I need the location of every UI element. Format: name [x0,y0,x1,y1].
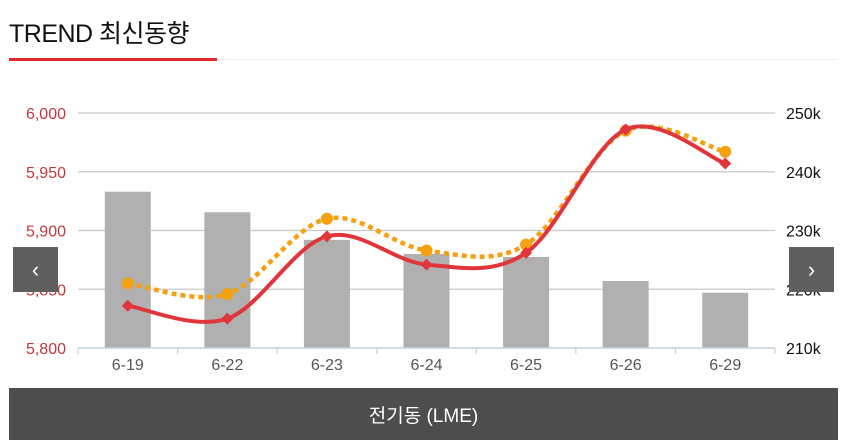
x-axis-label: 6-25 [510,357,542,374]
x-axis-label: 6-19 [112,357,144,374]
right-axis-tick: 240k [786,165,822,182]
dotted-point-6-29 [719,145,732,158]
solid-point-6-26 [619,123,632,136]
x-axis-label: 6-29 [709,357,741,374]
chevron-right-icon: › [807,256,816,282]
left-axis-tick: 5,900 [26,224,66,241]
bar-6-25 [503,256,550,348]
dotted-point-6-25 [520,238,533,251]
bar-6-22 [204,212,251,348]
title-underline [9,58,217,61]
right-axis-tick: 210k [786,341,822,358]
next-button[interactable]: › [789,247,834,292]
solid-point-6-29 [719,157,732,170]
dotted-point-6-24 [420,244,433,257]
left-axis-tick: 5,800 [26,341,66,358]
bar-6-26 [602,281,649,348]
dotted-point-6-23 [320,212,333,225]
bar-6-23 [303,239,350,348]
right-axis-tick: 230k [786,224,822,241]
chart-caption-bar: 전기동 (LME) [9,388,838,440]
page-title: TREND 최신동향 [9,20,190,48]
dotted-point-6-22 [221,287,234,300]
bar-6-19 [104,191,151,348]
x-axis-label: 6-26 [610,357,642,374]
bar-6-29 [702,292,749,348]
solid-point-6-23 [320,230,333,243]
x-axis-label: 6-24 [410,357,442,374]
right-axis-tick: 250k [786,106,822,123]
solid-point-6-25 [520,246,533,259]
x-axis-label: 6-23 [311,357,343,374]
left-axis-tick: 6,000 [26,106,66,123]
left-axis-tick: 5,950 [26,165,66,182]
chevron-left-icon: ‹ [31,256,40,282]
chart-caption: 전기동 (LME) [368,405,479,427]
dotted-point-6-19 [121,277,134,290]
solid-point-6-22 [221,312,234,325]
prev-button[interactable]: ‹ [13,247,58,292]
solid-point-6-24 [420,258,433,271]
x-axis-label: 6-22 [211,357,243,374]
title-divider [217,59,837,60]
solid-point-6-19 [121,299,134,312]
